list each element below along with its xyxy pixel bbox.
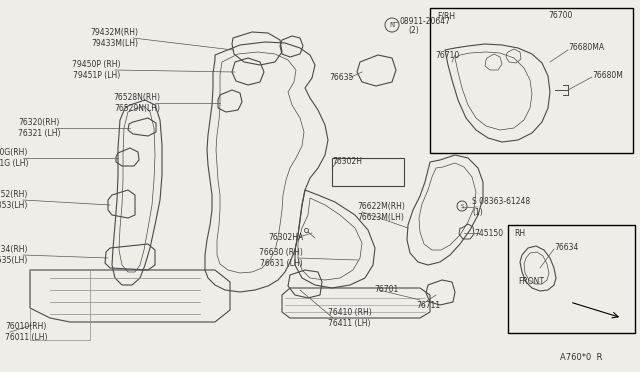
Text: 76528N(RH)
76529N(LH): 76528N(RH) 76529N(LH)	[113, 93, 160, 113]
Text: 76352(RH)
76353(LH): 76352(RH) 76353(LH)	[0, 190, 28, 210]
Text: 76630G(RH)
76631G (LH): 76630G(RH) 76631G (LH)	[0, 148, 28, 168]
Text: 76680MA: 76680MA	[568, 44, 604, 52]
Text: 08911-20647: 08911-20647	[400, 17, 451, 26]
Text: 76320(RH)
76321 (LH): 76320(RH) 76321 (LH)	[17, 118, 60, 138]
Text: 76634: 76634	[554, 244, 579, 253]
Text: 76635: 76635	[330, 74, 354, 83]
Text: 76534(RH)
76535(LH): 76534(RH) 76535(LH)	[0, 245, 28, 265]
Text: 76630 (RH)
76631 (LH): 76630 (RH) 76631 (LH)	[259, 248, 303, 268]
Text: S 08363-61248
(1): S 08363-61248 (1)	[472, 197, 530, 217]
Text: (2): (2)	[408, 26, 419, 35]
Text: S: S	[460, 203, 464, 208]
Text: 745150: 745150	[474, 228, 503, 237]
Text: 76700: 76700	[548, 12, 572, 20]
Text: 76302H: 76302H	[332, 157, 362, 167]
Text: F/RH: F/RH	[437, 12, 455, 20]
Bar	[430, 8, 633, 153]
Bar	[332, 158, 404, 186]
Text: RH: RH	[514, 228, 525, 237]
Bar	[508, 225, 635, 333]
Text: N: N	[389, 22, 395, 28]
Text: 76680M: 76680M	[592, 71, 623, 80]
Text: A760*0  R: A760*0 R	[560, 353, 602, 362]
Text: 76701: 76701	[374, 285, 398, 295]
Text: 79432M(RH)
79433M(LH): 79432M(RH) 79433M(LH)	[90, 28, 138, 48]
Text: 79450P (RH)
79451P (LH): 79450P (RH) 79451P (LH)	[72, 60, 120, 80]
Text: 76711: 76711	[416, 301, 440, 310]
Text: 76410 (RH)
76411 (LH): 76410 (RH) 76411 (LH)	[328, 308, 372, 328]
Text: 76010(RH)
76011 (LH): 76010(RH) 76011 (LH)	[5, 322, 47, 342]
Text: 76622M(RH)
76623M(LH): 76622M(RH) 76623M(LH)	[357, 202, 405, 222]
Text: 76710: 76710	[435, 51, 460, 60]
Text: 76302HA: 76302HA	[269, 232, 304, 241]
Text: FRONT: FRONT	[518, 278, 544, 286]
